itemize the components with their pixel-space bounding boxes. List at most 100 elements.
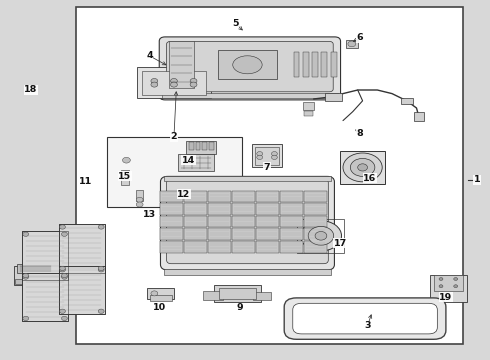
Circle shape [60,267,66,272]
Circle shape [257,155,263,159]
Circle shape [257,152,263,156]
Circle shape [171,82,177,87]
Circle shape [454,278,458,280]
Bar [160,190,183,202]
Text: 16: 16 [363,174,377,183]
Circle shape [454,285,458,288]
Bar [321,52,327,77]
Text: 12: 12 [177,190,191,199]
Bar [164,176,331,181]
Text: 3: 3 [364,321,371,330]
Bar [280,190,303,202]
Bar [160,241,183,252]
Circle shape [190,78,197,84]
Text: 10: 10 [153,303,166,312]
Text: 13: 13 [143,210,156,219]
Bar [232,241,255,252]
Bar [294,52,299,77]
Bar [189,142,194,150]
Bar [256,241,279,252]
Bar [22,231,69,280]
Bar [304,216,327,227]
Circle shape [23,232,28,236]
Bar [164,269,331,274]
Bar [280,216,303,227]
Text: 6: 6 [357,33,364,42]
Text: 17: 17 [334,238,347,248]
Bar [22,273,69,321]
Text: 19: 19 [439,292,453,302]
Circle shape [358,164,368,171]
Circle shape [348,41,356,47]
Text: 7: 7 [264,163,270,172]
FancyBboxPatch shape [167,41,333,92]
Bar [208,190,231,202]
Bar [18,264,54,273]
Circle shape [343,153,382,182]
Bar [208,216,231,227]
Bar [59,224,105,273]
Bar [303,102,314,110]
FancyBboxPatch shape [159,37,341,100]
Bar [202,142,207,150]
Text: 9: 9 [237,303,244,312]
Bar [121,170,129,176]
Bar [76,7,463,344]
Bar [208,203,231,215]
Text: 4: 4 [146,51,153,60]
Bar [15,279,56,284]
Bar [14,265,58,285]
Text: 14: 14 [182,156,196,165]
Text: 2: 2 [171,132,177,141]
Bar [184,190,207,202]
Bar [252,144,282,167]
Text: 1: 1 [474,175,481,184]
Bar [162,93,338,98]
Circle shape [60,266,66,271]
Bar [253,292,271,300]
Ellipse shape [233,56,262,74]
Circle shape [122,157,130,163]
FancyBboxPatch shape [161,176,334,270]
Circle shape [60,225,66,229]
Bar [430,274,466,302]
Bar [232,228,255,240]
Circle shape [439,285,443,288]
Circle shape [271,155,277,159]
Bar [169,41,194,88]
Bar [256,216,279,227]
Circle shape [98,266,104,271]
Bar [160,203,183,215]
Circle shape [308,226,334,245]
Bar [22,231,69,280]
Circle shape [151,82,158,87]
Bar [220,288,256,299]
Circle shape [98,225,104,229]
Circle shape [98,309,104,313]
Circle shape [23,316,28,320]
Text: 15: 15 [119,172,131,181]
Bar [255,147,279,165]
Bar [121,179,129,185]
Text: 5: 5 [232,19,239,28]
Circle shape [62,275,68,279]
Bar [401,98,413,104]
Bar [414,112,424,121]
Text: 11: 11 [79,177,93,186]
Bar [107,137,242,207]
Bar [325,93,342,101]
Bar [232,216,255,227]
Circle shape [62,316,68,320]
Bar [346,40,358,48]
Circle shape [23,275,28,279]
Bar [178,154,214,171]
Bar [218,50,277,79]
Bar [256,203,279,215]
Circle shape [315,231,327,240]
Circle shape [350,158,375,176]
Bar [160,228,183,240]
Bar [59,224,105,273]
Bar [208,228,231,240]
Bar [312,52,318,77]
FancyBboxPatch shape [293,303,438,334]
